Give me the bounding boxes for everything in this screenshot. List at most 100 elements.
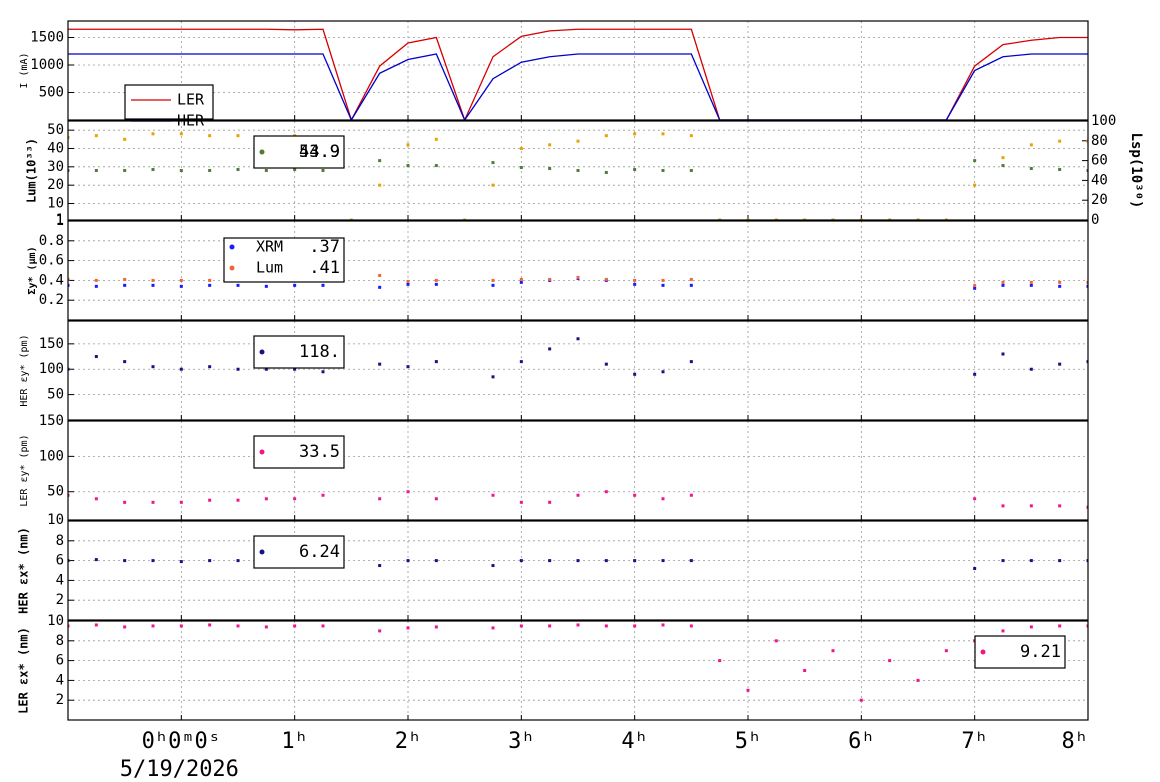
y-tick-label: 20 (47, 177, 64, 193)
point (916, 678, 920, 682)
point (123, 283, 127, 287)
point (689, 559, 693, 563)
legend-box (223, 237, 345, 283)
point (519, 277, 523, 281)
point (208, 559, 212, 563)
y-tick-label: 4 (56, 672, 64, 688)
y2-tick-label: 100 (1091, 113, 1116, 129)
point (661, 278, 665, 282)
point (519, 500, 523, 504)
point (378, 629, 382, 633)
point (434, 625, 438, 629)
point (68, 367, 70, 371)
point (463, 218, 467, 220)
point (519, 147, 523, 150)
y-tick-label: 30 (47, 159, 64, 175)
y-tick-label: 10 (47, 512, 64, 528)
point (208, 623, 212, 627)
point (1001, 283, 1005, 287)
point (151, 283, 155, 287)
legend-box (253, 535, 345, 569)
point (378, 497, 382, 501)
point (434, 164, 438, 168)
point (236, 624, 240, 628)
point (1058, 362, 1062, 366)
point (293, 367, 297, 371)
point (633, 168, 637, 172)
point (1029, 280, 1033, 284)
point (434, 559, 438, 563)
point (1029, 143, 1033, 147)
point (236, 367, 240, 371)
point (179, 132, 183, 136)
point (293, 283, 297, 287)
x-tick-label: 5ʰ (735, 729, 762, 754)
legend-label: LER (177, 91, 205, 109)
point (179, 624, 183, 628)
point (576, 623, 580, 627)
point (321, 169, 325, 172)
y-tick-label: 100 (39, 361, 64, 377)
legend-box (253, 335, 345, 369)
point (406, 164, 410, 168)
point (68, 277, 70, 281)
plot-area (68, 558, 1088, 571)
legend-box (253, 435, 345, 469)
point (208, 278, 212, 282)
legend-swatch (259, 449, 265, 455)
point (1086, 505, 1088, 509)
point (1029, 504, 1033, 508)
point (888, 659, 892, 663)
point (548, 277, 552, 281)
point (1001, 164, 1005, 168)
point (406, 490, 410, 494)
point (321, 493, 325, 497)
y-axis-label: I (mA) (19, 52, 30, 88)
point (689, 360, 693, 364)
point (944, 218, 948, 220)
y-tick-label: 4 (56, 572, 64, 588)
legend-swatch (229, 265, 235, 271)
point (633, 282, 637, 286)
point (689, 493, 693, 497)
point (831, 218, 835, 220)
point (576, 275, 580, 279)
point (916, 218, 920, 220)
point (491, 564, 495, 568)
point (803, 669, 807, 672)
point (264, 284, 268, 288)
point (604, 170, 608, 174)
point (123, 169, 127, 172)
point (1058, 624, 1062, 628)
point (264, 625, 268, 629)
point (491, 283, 495, 287)
y-axis-label: LER εx* (nm) (17, 627, 31, 714)
point (236, 283, 240, 287)
y-tick-label: 1000 (30, 57, 64, 73)
legend-value: 9.21 (1020, 642, 1061, 662)
point (491, 183, 495, 187)
y-tick-label: 40 (47, 141, 64, 157)
point (1001, 156, 1005, 160)
point (378, 285, 382, 289)
x-tick-label: 4ʰ (621, 729, 648, 754)
x-tick-label: 8ʰ (1062, 729, 1089, 754)
point (179, 367, 183, 371)
point (94, 278, 98, 282)
point (1058, 168, 1062, 172)
x-tick-label: 6ʰ (848, 729, 875, 754)
point (661, 169, 665, 172)
y-tick-label: 10 (47, 613, 64, 629)
point (406, 626, 410, 630)
point (406, 282, 410, 286)
point (519, 360, 523, 364)
point (1058, 559, 1062, 563)
point (1058, 280, 1062, 284)
point (1029, 367, 1033, 371)
y2-tick-label: 60 (1091, 153, 1108, 169)
point (1001, 352, 1005, 356)
y-axis-label: HER εx* (nm) (17, 527, 31, 614)
point (944, 649, 948, 653)
point (1058, 504, 1062, 508)
